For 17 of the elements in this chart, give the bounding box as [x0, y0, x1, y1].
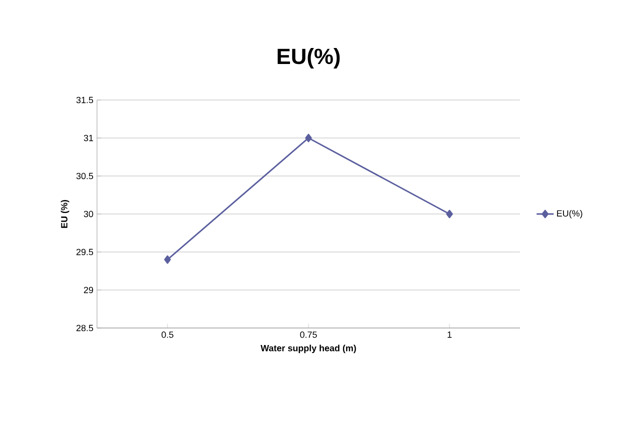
y-tick-label: 31.5 — [76, 96, 94, 104]
y-tick-label: 29.5 — [76, 248, 94, 256]
point — [305, 134, 312, 142]
y-tick-label: 29 — [84, 286, 94, 294]
chart-title: EU(%) — [278, 48, 340, 68]
y-axis-title: EU (%) — [60, 200, 70, 228]
x-tick-label: 0.5 — [162, 332, 174, 338]
x-tick-label: 0.75 — [300, 332, 317, 338]
point — [164, 255, 171, 264]
y-tick-label: 30 — [84, 210, 94, 218]
x-tick-label: 1 — [448, 332, 452, 338]
point — [446, 210, 453, 218]
legend-label: EU(%) — [557, 210, 582, 218]
y-tick-label: 28.5 — [76, 324, 94, 332]
y-tick-label: 31 — [84, 134, 94, 142]
y-tick-label: 30.5 — [76, 172, 94, 180]
x-axis-title: Water supply head (m) — [260, 344, 356, 354]
